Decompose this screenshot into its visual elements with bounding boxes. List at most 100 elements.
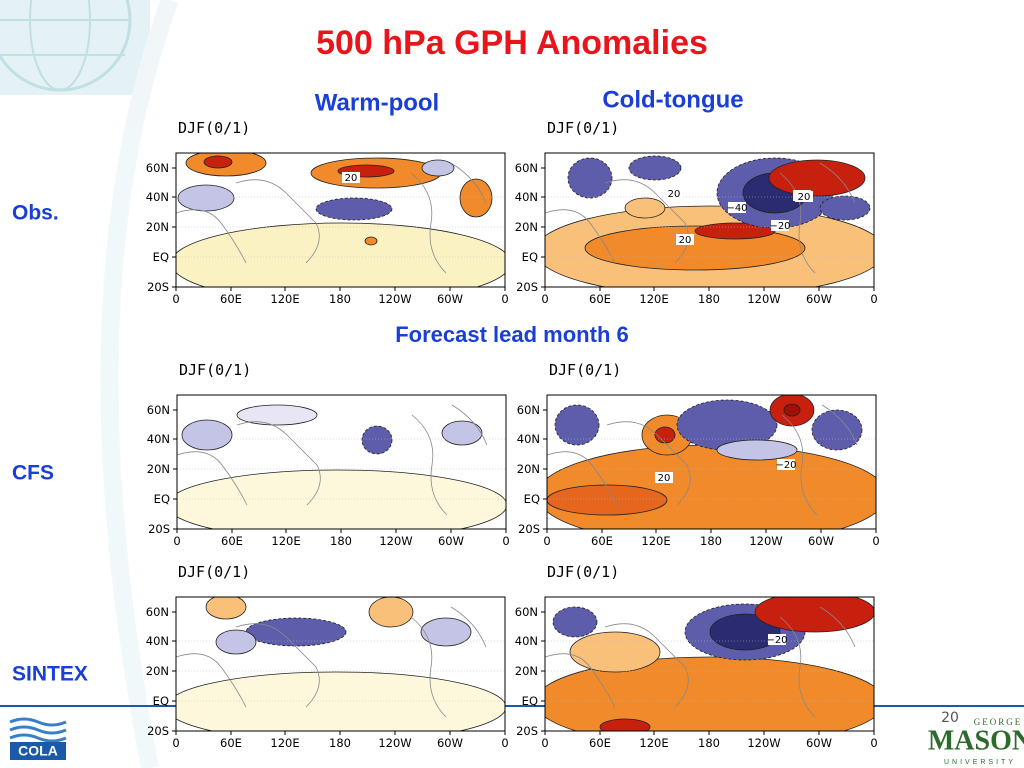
- lon-label: 0: [172, 292, 179, 306]
- lat-label: 60N: [146, 605, 169, 619]
- anomaly-shading: [554, 404, 600, 446]
- lon-label: 180: [700, 534, 722, 548]
- panel-label: DJF(0/1): [178, 563, 250, 581]
- lon-label: 60W: [806, 292, 832, 306]
- contour-label: −40: [726, 203, 747, 214]
- lat-label: 20N: [146, 664, 169, 678]
- lon-label: 0: [872, 534, 879, 548]
- lon-label: 120W: [378, 292, 411, 306]
- contour-label-bg: [728, 202, 746, 213]
- lon-label: 120E: [270, 292, 299, 306]
- coastline: [547, 404, 858, 516]
- lon-label: 60E: [220, 292, 242, 306]
- lat-label: 40N: [147, 432, 170, 446]
- lon-label: 120W: [379, 534, 412, 548]
- lat-label: 20S: [516, 280, 538, 294]
- lon-label: 180: [330, 534, 352, 548]
- lon-label: 120W: [378, 736, 411, 750]
- lat-label: EQ: [153, 250, 169, 264]
- anomaly-shading: [245, 617, 347, 647]
- map-field: [176, 597, 505, 731]
- logo-text: MASON: [928, 725, 1024, 756]
- lon-label: 60W: [438, 534, 464, 548]
- page-number: 20: [941, 710, 959, 726]
- cola-logo: COLA: [9, 717, 67, 760]
- anomaly-shading: [628, 155, 682, 181]
- row-label: SINTEX: [12, 663, 88, 686]
- lat-label: 60N: [515, 161, 538, 175]
- coastline: [545, 606, 856, 718]
- map-field: [545, 597, 874, 731]
- lat-label: EQ: [522, 694, 538, 708]
- lon-label: 120W: [749, 534, 782, 548]
- column-header: Warm-pool: [315, 89, 439, 116]
- lon-label: 60E: [591, 534, 613, 548]
- anomaly-shading: [811, 409, 863, 451]
- contour-label: 20: [679, 235, 692, 246]
- lon-label: 0: [172, 736, 179, 750]
- anomaly-shading: [819, 195, 871, 221]
- panel-label: DJF(0/1): [547, 563, 619, 581]
- lat-label: EQ: [522, 250, 538, 264]
- contour-label: 20: [798, 192, 811, 203]
- lon-label: 0: [541, 736, 548, 750]
- lat-label: 40N: [146, 634, 169, 648]
- anomaly-shading: [361, 425, 393, 455]
- lon-label: 60W: [808, 534, 834, 548]
- lat-label: 20N: [517, 462, 540, 476]
- logo-text: COLA: [18, 743, 58, 759]
- lat-label: 20N: [147, 462, 170, 476]
- lat-label: EQ: [154, 492, 170, 506]
- anomaly-shading: [421, 159, 455, 177]
- globe-decoration: [0, 0, 179, 768]
- lat-label: 60N: [146, 161, 169, 175]
- anomaly-shading: [768, 159, 866, 197]
- coastline: [176, 606, 487, 718]
- lat-label: 40N: [515, 190, 538, 204]
- panel-label: DJF(0/1): [549, 361, 621, 379]
- lon-label: 120W: [747, 736, 780, 750]
- lon-label: 0: [541, 292, 548, 306]
- slide-title: 500 hPa GPH Anomalies: [316, 24, 708, 62]
- contour-label: −20: [775, 460, 796, 471]
- anomaly-shading: [459, 178, 493, 218]
- anomaly-shading: [177, 469, 506, 529]
- lat-label: 20S: [148, 522, 170, 536]
- anomaly-shading: [441, 420, 483, 446]
- lon-label: 0: [501, 736, 508, 750]
- logo-text: UNIVERSITY: [944, 759, 1016, 766]
- lat-label: 40N: [515, 634, 538, 648]
- gmu-logo: GEORGE MASON UNIVERSITY: [928, 717, 1024, 766]
- coastline: [177, 404, 488, 516]
- anomaly-shading: [569, 631, 661, 673]
- anomaly-shading: [176, 222, 505, 287]
- anomaly-shading: [552, 606, 598, 638]
- lon-label: 180: [329, 292, 351, 306]
- lon-label: 180: [698, 292, 720, 306]
- coastline: [176, 162, 487, 274]
- contour-label: −20: [766, 635, 787, 646]
- contour-label-bg: [777, 459, 795, 470]
- lat-label: 20S: [147, 280, 169, 294]
- panel-label: DJF(0/1): [547, 119, 619, 137]
- row-label: CFS: [12, 462, 54, 485]
- lon-label: 60E: [589, 736, 611, 750]
- anomaly-shading: [567, 157, 613, 199]
- anomaly-shading: [364, 236, 378, 246]
- column-header: Cold-tongue: [602, 86, 743, 113]
- panel-label: DJF(0/1): [178, 119, 250, 137]
- map-field: [547, 395, 876, 529]
- anomaly-shading: [181, 419, 233, 451]
- anomaly-shading: [624, 197, 666, 219]
- lat-label: 20S: [516, 724, 538, 738]
- lat-label: 20N: [515, 220, 538, 234]
- contour-label-bg: [676, 234, 694, 245]
- subheading: Forecast lead month 6: [395, 322, 629, 347]
- anomaly-shading: [716, 439, 798, 461]
- lon-label: 60E: [221, 534, 243, 548]
- lat-label: 60N: [147, 403, 170, 417]
- lon-label: 120W: [747, 292, 780, 306]
- lon-label: 0: [502, 534, 509, 548]
